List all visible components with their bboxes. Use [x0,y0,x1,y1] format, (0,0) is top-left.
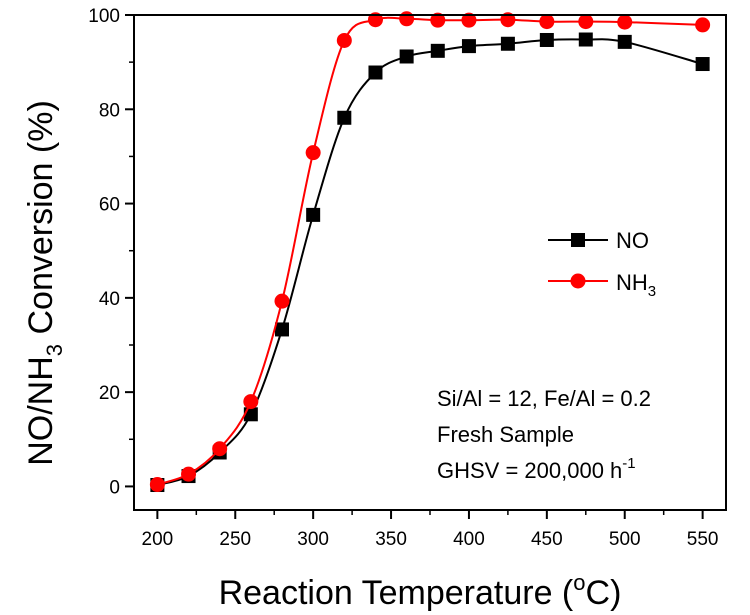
annotation-ratio: Si/Al = 12, Fe/Al = 0.2 [437,386,651,411]
axes-layer: 200 250 300 350 400 450 500 550 0 20 40 60 80 100 [88,6,718,550]
legend-marker-no [571,233,585,247]
data-point-nh3 [617,14,633,30]
x-tick-label: 550 [687,529,719,550]
x-tick-label: 500 [609,529,641,550]
data-point-no [539,32,554,47]
x-tick-label: 400 [453,529,485,550]
data-point-nh3 [578,14,594,30]
data-point-nh3 [336,32,352,48]
data-point-nh3 [274,293,290,309]
data-point-no [578,32,593,47]
data-point-nh3 [243,394,259,410]
data-point-no [617,34,632,49]
y-axis-title: NO/NH3 Conversion (%) [22,100,67,466]
data-point-nh3 [461,12,477,28]
data-point-nh3 [539,14,555,30]
data-point-nh3 [149,477,165,493]
data-point-no [337,110,352,125]
annotation-ghsv: GHSV = 200,000 h-1 [437,455,636,483]
annotation-sample: Fresh Sample [437,422,574,447]
data-point-no [399,49,414,64]
legend-subscript-3: 3 [648,283,656,300]
y-tick-label: 40 [99,289,120,310]
x-tick-label: 300 [297,529,329,550]
y-tick-label: 20 [99,383,120,404]
subscript-3: 3 [42,344,67,356]
data-point-nh3 [181,466,197,482]
degree-superscript: o [573,570,585,595]
x-tick-label: 350 [375,529,407,550]
data-point-no [430,43,445,58]
annotations: Si/Al = 12, Fe/Al = 0.2 Fresh Sample GHS… [437,386,651,483]
data-point-no [368,65,383,80]
legend-marker-nh3 [570,273,586,289]
data-point-nh3 [430,12,446,28]
data-point-no [306,207,321,222]
y-tick-label: 60 [99,195,120,216]
y-tick-label: 100 [88,6,120,27]
x-tick-label: 250 [219,529,251,550]
x-tick-label: 450 [531,529,563,550]
data-point-nh3 [695,17,711,33]
data-point-nh3 [212,441,228,457]
series-layer [149,11,711,493]
x-axis-title: Reaction Temperature (oC) [219,570,622,612]
data-point-nh3 [305,145,321,161]
data-point-no [275,322,289,337]
y-tick-label: 0 [109,477,120,498]
legend-label-no: NO [616,228,649,253]
y-axis-title-group: NO/NH3 Conversion (%) [22,100,67,466]
y-tick-label: 80 [99,100,120,121]
data-point-no [500,36,515,51]
data-point-no [461,39,476,54]
data-point-nh3 [399,11,415,27]
x-tick-label: 200 [142,529,174,550]
data-point-no [695,57,710,72]
superscript-minus-1: -1 [622,455,635,472]
